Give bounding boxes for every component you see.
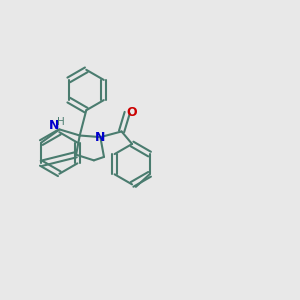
Text: N: N — [49, 119, 59, 132]
Text: N: N — [95, 130, 106, 144]
Text: O: O — [126, 106, 137, 118]
Text: H: H — [57, 117, 65, 127]
